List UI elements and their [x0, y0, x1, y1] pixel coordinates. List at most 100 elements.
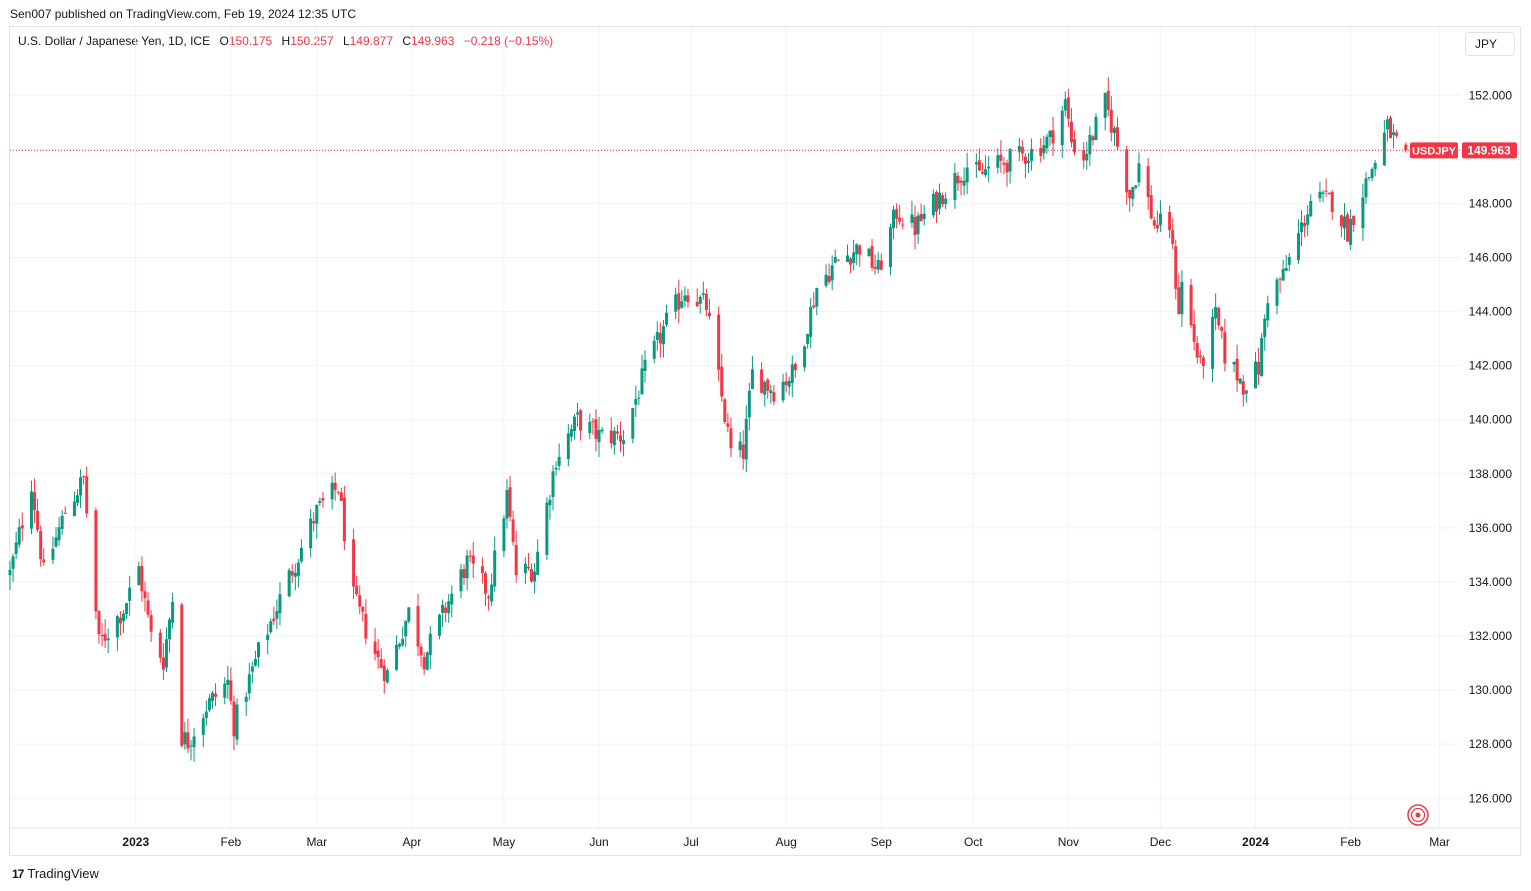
candle-body: [769, 390, 773, 394]
candle-body: [1339, 215, 1343, 227]
candle-body: [290, 571, 294, 576]
candle-body: [253, 658, 257, 666]
candle-body: [79, 477, 83, 496]
candle-body: [444, 607, 448, 613]
candle-body: [1125, 149, 1129, 193]
candle-body: [631, 408, 635, 439]
candle-body: [858, 245, 862, 255]
candle-body: [272, 618, 276, 622]
x-tick-label: Oct: [964, 835, 983, 849]
candle-body: [376, 650, 380, 658]
candle-body: [312, 521, 316, 524]
candle-body: [508, 487, 512, 517]
candle-body: [1115, 127, 1119, 147]
candle-body: [250, 666, 254, 672]
open-value: 150.175: [228, 34, 273, 48]
candle-body: [487, 596, 491, 599]
candle-body: [493, 550, 497, 587]
candle-body: [382, 665, 386, 681]
candle-body: [385, 670, 389, 683]
candle-body: [665, 312, 669, 325]
candle-body: [618, 435, 622, 442]
y-tick-label: 132.000: [1469, 629, 1513, 643]
candle-body: [1266, 303, 1270, 321]
candle-body: [42, 559, 46, 563]
candle-body: [401, 639, 405, 646]
candle-body: [1195, 343, 1199, 358]
candle-body: [54, 537, 58, 547]
candle-body: [1257, 362, 1261, 375]
candle-body: [996, 155, 1000, 168]
candle-body: [465, 555, 469, 579]
candle-body: [373, 641, 377, 654]
candle-body: [1112, 128, 1116, 134]
x-tick-label: Apr: [403, 835, 422, 849]
candle-body: [530, 569, 534, 582]
candle-body: [977, 160, 981, 171]
candle-body: [974, 162, 978, 165]
candle-body: [640, 368, 644, 395]
candle-body: [364, 613, 368, 639]
candle-body: [545, 502, 549, 555]
x-tick-label: Nov: [1058, 835, 1079, 849]
candle-body: [634, 398, 638, 405]
candle-body: [204, 711, 208, 719]
currency-button[interactable]: JPY: [1465, 32, 1515, 56]
candle-body: [1367, 177, 1371, 179]
candle-body: [1287, 257, 1291, 265]
candle-body: [1017, 145, 1021, 152]
candle-body: [999, 154, 1003, 161]
candle-body: [232, 701, 236, 737]
candle-body: [1223, 332, 1227, 364]
candle-body: [75, 495, 79, 503]
candle-body: [1066, 97, 1070, 119]
candle-body: [677, 293, 681, 310]
y-tick-label: 138.000: [1469, 467, 1513, 481]
candle-body: [720, 366, 724, 397]
candle-body: [1349, 218, 1353, 245]
candle-body: [189, 745, 193, 747]
candle-body: [1146, 166, 1150, 198]
symbol-description[interactable]: U.S. Dollar / Japanese Yen, 1D, ICE: [18, 34, 211, 48]
candle-body: [223, 683, 227, 698]
candle-body: [738, 441, 742, 451]
y-tick-label: 130.000: [1469, 683, 1513, 697]
candle-body: [1082, 150, 1086, 161]
candle-body: [1296, 233, 1300, 260]
candle-body: [984, 169, 988, 176]
candle-body: [695, 302, 699, 307]
candle-body: [849, 258, 853, 265]
price-tag-bg: [1462, 142, 1517, 159]
candle-body: [490, 584, 494, 602]
candle-body: [1238, 378, 1242, 384]
candle-body: [726, 423, 730, 427]
candle-body: [17, 527, 21, 545]
candle-body: [1158, 213, 1162, 226]
candle-body: [125, 603, 129, 615]
close-label: C: [402, 34, 412, 48]
candle-body: [1060, 110, 1064, 146]
candle-body: [419, 646, 423, 656]
candle-body: [299, 547, 303, 562]
candle-body: [747, 390, 751, 418]
candle-body: [128, 587, 132, 601]
candle-body: [1005, 162, 1009, 173]
candle-body: [275, 611, 279, 619]
candle-body: [569, 429, 573, 437]
x-tick-label: Jun: [589, 835, 608, 849]
candle-body: [1073, 139, 1077, 153]
candle-body: [931, 193, 935, 216]
candle-body: [226, 679, 230, 685]
publisher-line: Sen007 published on TradingView.com, Feb…: [10, 7, 357, 21]
candle-body: [1109, 109, 1113, 133]
candle-body: [1189, 284, 1193, 326]
candle-body: [85, 476, 89, 514]
candle-body: [579, 410, 583, 431]
candle-body: [941, 195, 945, 205]
candle-body: [959, 180, 963, 183]
x-tick-label: Mar: [306, 835, 327, 849]
candle-body: [1404, 144, 1408, 151]
candle-body: [1395, 132, 1399, 136]
candle-body: [72, 501, 76, 517]
